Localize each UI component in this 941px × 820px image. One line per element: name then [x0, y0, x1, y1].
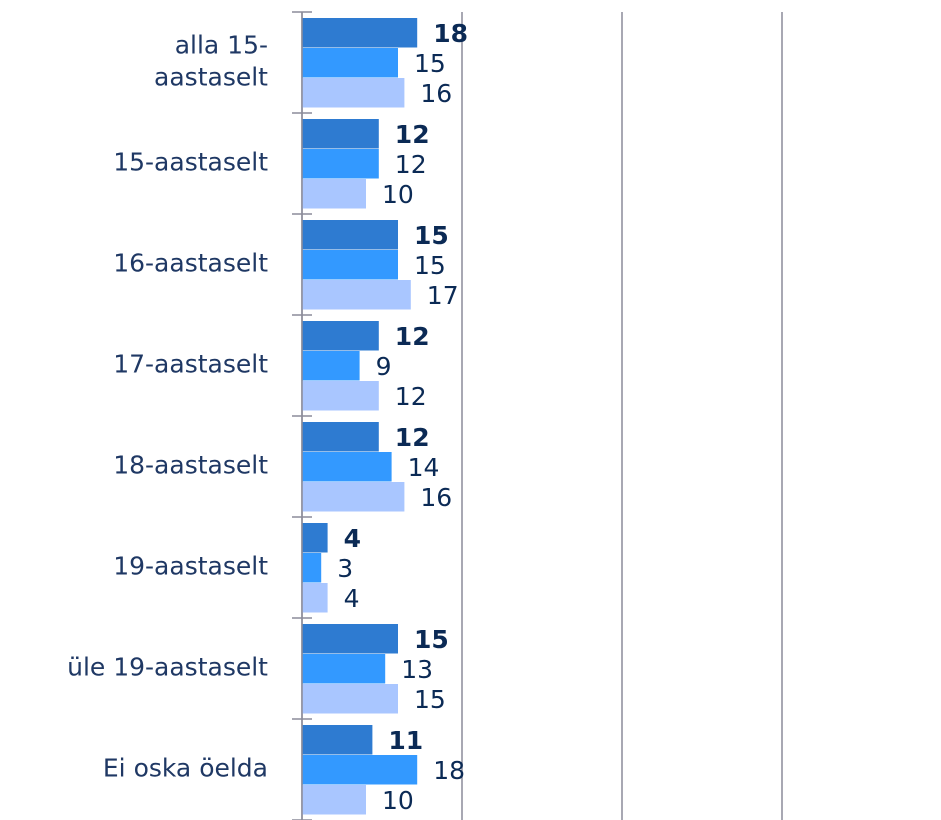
- bar: [302, 422, 379, 452]
- value-label: 4: [344, 584, 360, 613]
- value-label: 15: [414, 221, 449, 250]
- value-label: 12: [395, 322, 430, 351]
- value-label: 15: [414, 251, 446, 280]
- value-label: 16: [420, 483, 452, 512]
- value-label: 18: [433, 756, 465, 785]
- value-label: 4: [344, 524, 361, 553]
- category-label: alla 15-aastaselt: [154, 31, 268, 92]
- value-label: 12: [395, 382, 427, 411]
- bar: [302, 452, 392, 482]
- bar: [302, 179, 366, 209]
- value-label: 3: [337, 554, 353, 583]
- bar: [302, 725, 373, 755]
- value-label: 14: [408, 453, 440, 482]
- value-label: 12: [395, 120, 430, 149]
- category-label: 18-aastaselt: [113, 451, 268, 480]
- value-label: 16: [420, 79, 452, 108]
- category-label: üle 19-aastaselt: [67, 653, 268, 682]
- bar: [302, 583, 328, 613]
- value-label: 13: [401, 655, 433, 684]
- category-label: 19-aastaselt: [113, 552, 268, 581]
- bar: [302, 351, 360, 381]
- value-label: 15: [414, 625, 449, 654]
- bar: [302, 523, 328, 553]
- bar: [302, 755, 418, 785]
- value-label: 17: [427, 281, 459, 310]
- category-label: 15-aastaselt: [113, 148, 268, 177]
- category-label: 16-aastaselt: [113, 249, 268, 278]
- bar: [302, 250, 398, 280]
- value-label: 10: [382, 786, 414, 815]
- bar: [302, 381, 379, 411]
- value-label: 11: [388, 726, 423, 755]
- value-label: 12: [395, 150, 427, 179]
- value-label: 9: [376, 352, 392, 381]
- value-label: 15: [414, 685, 446, 714]
- value-label: 10: [382, 180, 414, 209]
- bar: [302, 654, 386, 684]
- value-label: 12: [395, 423, 430, 452]
- value-label: 15: [414, 49, 446, 78]
- bar: [302, 684, 398, 714]
- bar: [302, 149, 379, 179]
- bar: [302, 321, 379, 351]
- category-label: 17-aastaselt: [113, 350, 268, 379]
- bar: [302, 280, 411, 310]
- bar: [302, 624, 398, 654]
- bar: [302, 119, 379, 149]
- bar: [302, 18, 418, 48]
- bar: [302, 482, 405, 512]
- bar: [302, 785, 366, 815]
- bar: [302, 78, 405, 108]
- bar: [302, 48, 398, 78]
- value-label: 18: [433, 19, 468, 48]
- bar: [302, 220, 398, 250]
- bar: [302, 553, 322, 583]
- category-label: Ei oska öelda: [103, 754, 268, 783]
